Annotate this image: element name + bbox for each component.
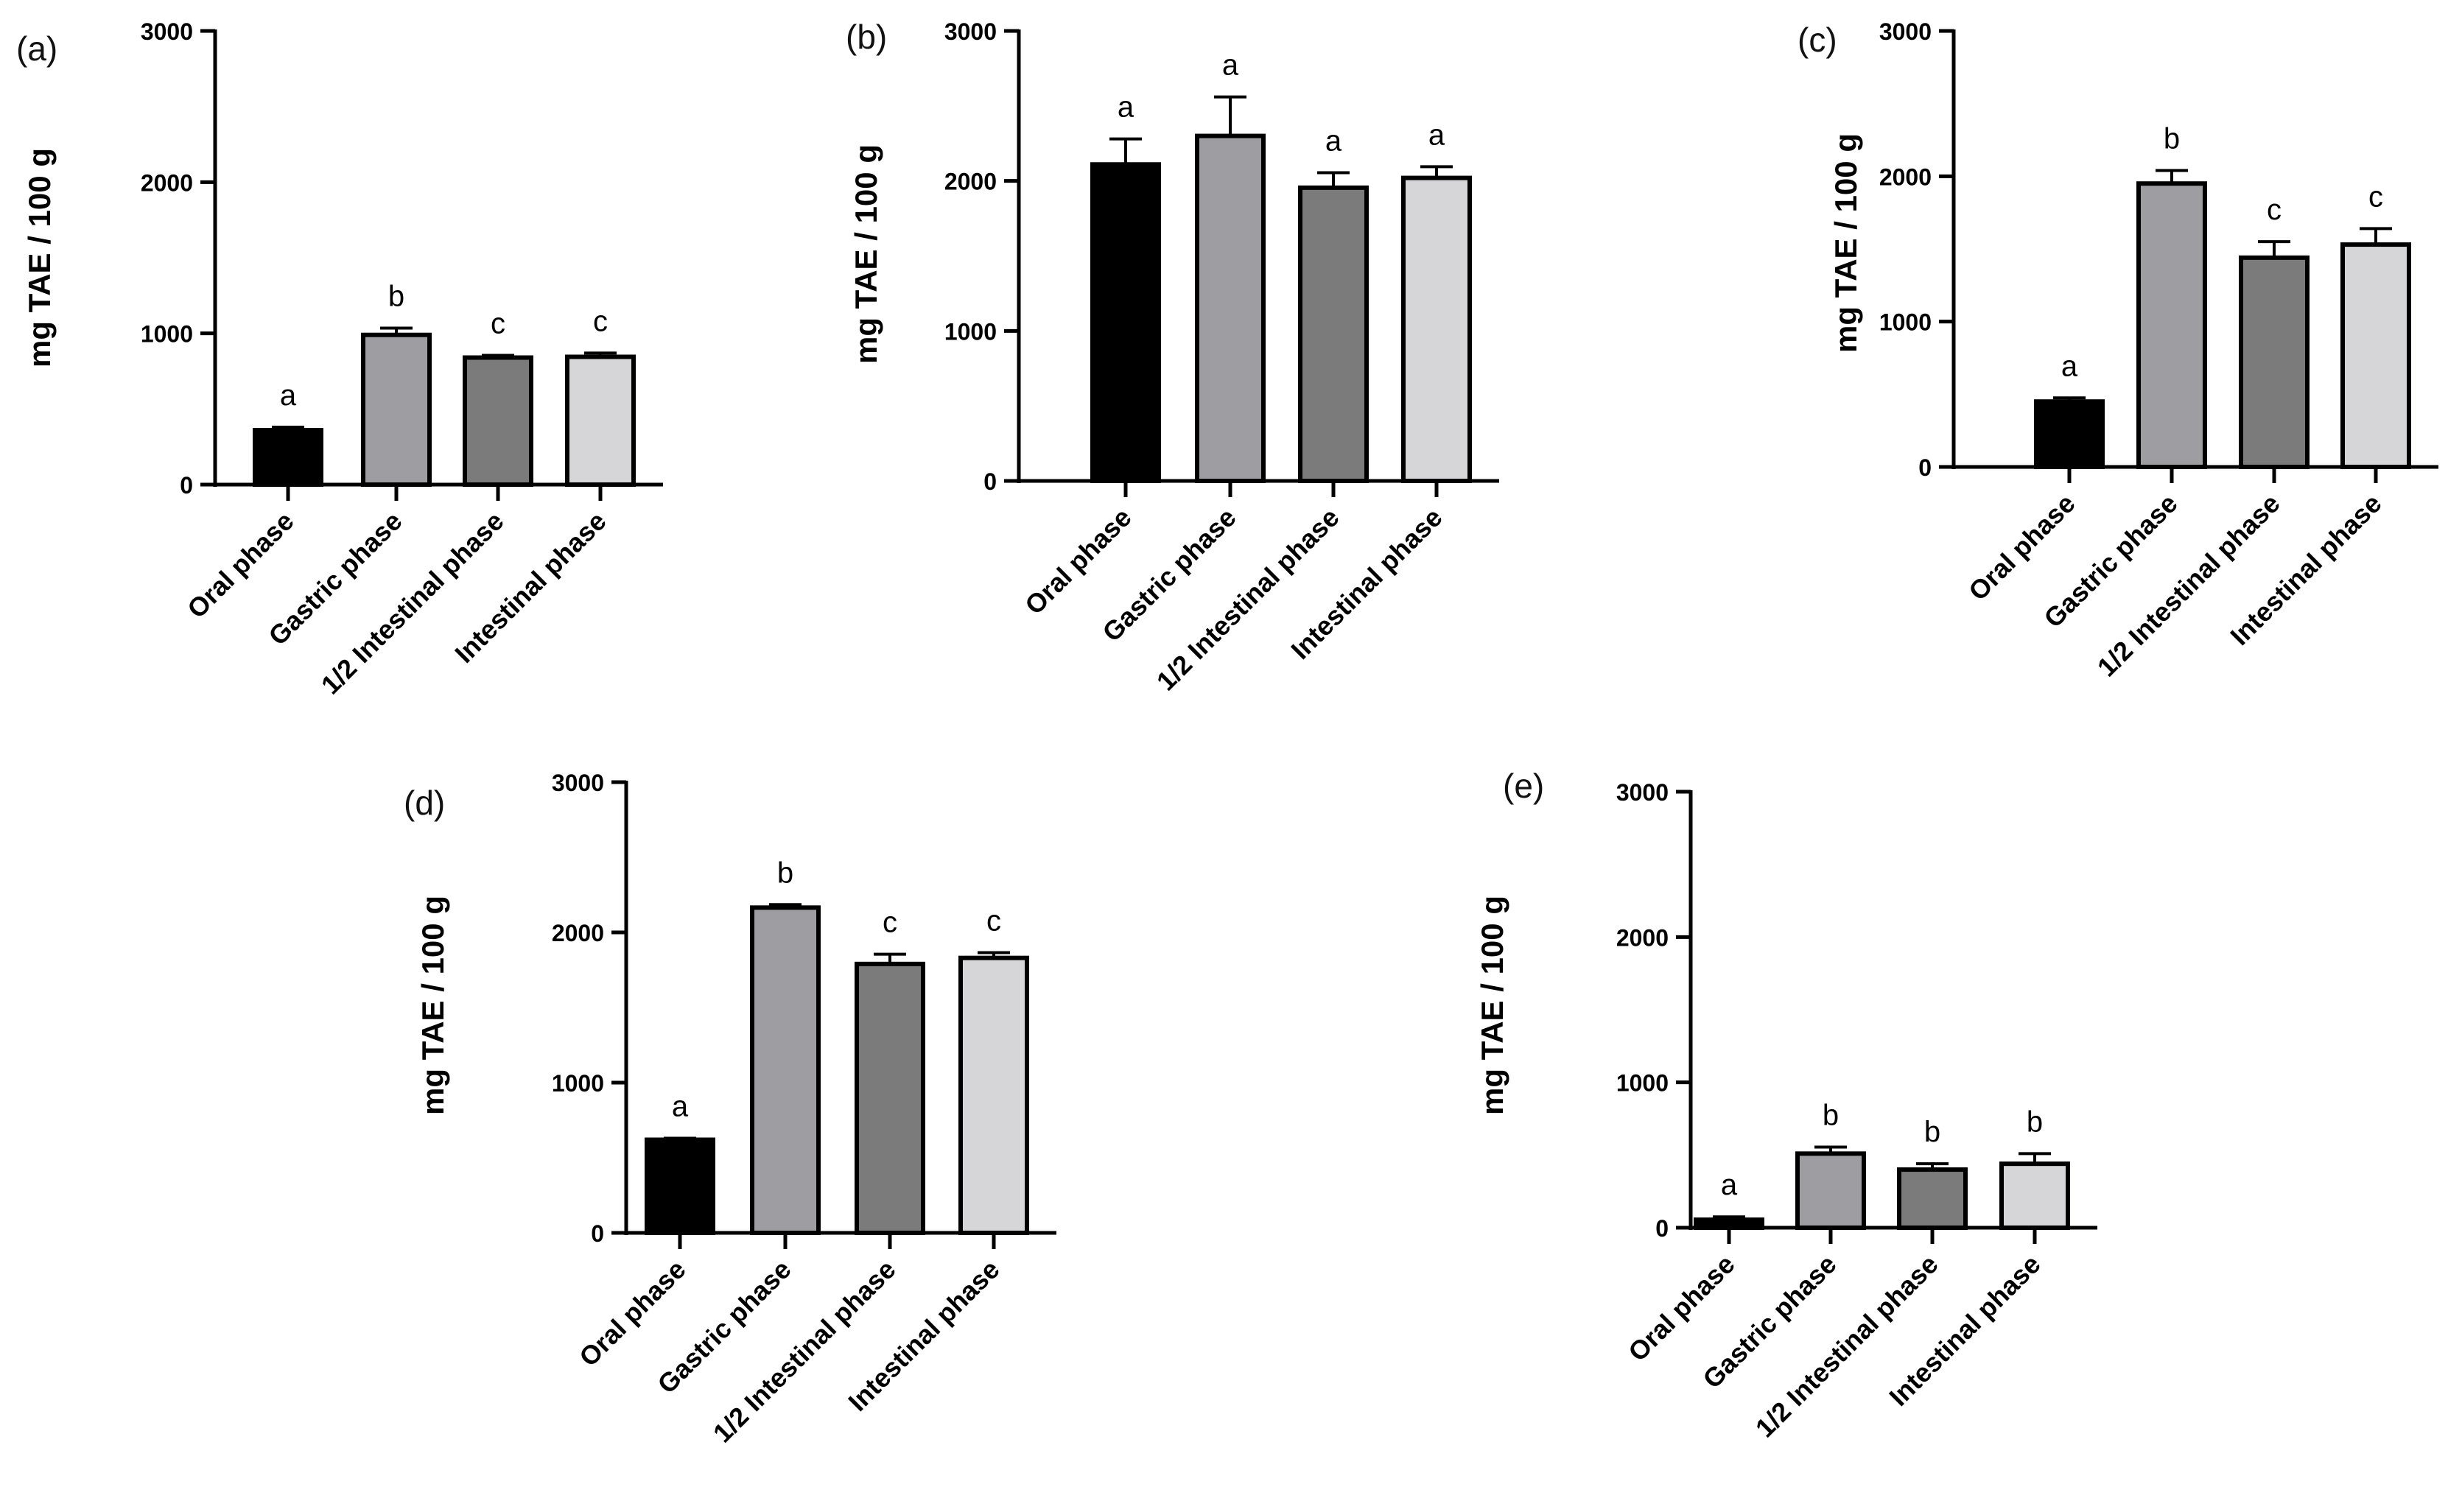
- panel-label: (d): [404, 784, 445, 822]
- x-tick-label-half-intestinal: 1/2 Intestinal phase: [315, 506, 510, 700]
- panel-label: (c): [1798, 21, 1837, 59]
- y-axis-label: mg TAE / 100 g: [1475, 896, 1509, 1115]
- y-tick-label: 2000: [1616, 924, 1669, 951]
- significance-letter-oral: a: [672, 1090, 689, 1122]
- significance-letter-gastric: b: [388, 280, 404, 312]
- y-tick-label: 1000: [1616, 1070, 1669, 1097]
- panel-label: (e): [1503, 767, 1544, 805]
- bar-intestinal: [2340, 242, 2411, 469]
- y-tick-label: 1000: [1879, 309, 1932, 336]
- bar-half-intestinal: [1298, 185, 1369, 483]
- significance-letter-half-intestinal: b: [1924, 1116, 1940, 1148]
- x-tick-label-half-intestinal: 1/2 Intestinal phase: [1750, 1249, 1944, 1444]
- bar-half-intestinal: [1897, 1167, 1968, 1230]
- y-tick-label: 3000: [1616, 779, 1669, 806]
- bar-half-intestinal: [463, 355, 533, 487]
- y-axis-label: mg TAE / 100 g: [22, 148, 57, 368]
- bar-gastric: [1795, 1151, 1866, 1230]
- y-axis-label: mg TAE / 100 g: [415, 896, 450, 1115]
- y-tick-label: 0: [180, 472, 193, 499]
- bar-intestinal: [958, 955, 1029, 1236]
- significance-letter-gastric: b: [2164, 122, 2180, 155]
- significance-letter-oral: a: [280, 379, 297, 412]
- panel-label: (a): [16, 29, 57, 68]
- significance-letter-intestinal: c: [593, 305, 608, 337]
- y-tick-label: 0: [1655, 1215, 1669, 1242]
- significance-letter-oral: a: [2061, 350, 2078, 382]
- bar-oral: [253, 428, 323, 488]
- y-tick-label: 2000: [552, 920, 604, 946]
- y-tick-label: 1000: [944, 318, 997, 345]
- y-tick-label: 2000: [141, 169, 193, 196]
- bar-oral: [1694, 1217, 1764, 1230]
- y-tick-label: 3000: [1879, 18, 1932, 45]
- bar-half-intestinal: [2239, 255, 2310, 469]
- y-tick-label: 3000: [141, 18, 193, 45]
- bar-gastric: [361, 332, 432, 487]
- significance-letter-oral: a: [1118, 91, 1134, 124]
- significance-letter-intestinal: c: [2368, 180, 2383, 213]
- bar-gastric: [2136, 181, 2207, 469]
- x-tick-label-oral: Oral phase: [573, 1254, 692, 1373]
- panel-label: (b): [846, 18, 887, 56]
- significance-letter-half-intestinal: c: [883, 907, 897, 939]
- y-axis-label: mg TAE / 100 g: [1828, 133, 1863, 353]
- bar-oral: [645, 1137, 715, 1236]
- significance-letter-oral: a: [1721, 1169, 1738, 1201]
- y-tick-label: 0: [591, 1220, 604, 1247]
- significance-letter-half-intestinal: a: [1325, 124, 1342, 157]
- chart-panel-a: (a) mg TAE / 100 g 0 1000 2000 3000 a Oral phas…: [16, 18, 663, 700]
- bar-oral: [2034, 399, 2105, 470]
- significance-letter-intestinal: b: [2027, 1105, 2043, 1138]
- significance-letter-gastric: b: [777, 857, 793, 889]
- y-tick-label: 0: [1918, 454, 1932, 481]
- x-tick-label-oral: Oral phase: [181, 506, 300, 625]
- bar-intestinal: [565, 354, 636, 488]
- x-tick-label-half-intestinal: 1/2 Intestinal phase: [707, 1254, 902, 1449]
- bar-half-intestinal: [855, 961, 925, 1235]
- significance-letter-intestinal: c: [986, 905, 1001, 938]
- significance-letter-gastric: a: [1222, 49, 1239, 82]
- significance-letter-half-intestinal: c: [491, 307, 505, 340]
- x-tick-label-half-intestinal: 1/2 Intestinal phase: [1151, 502, 1345, 697]
- bar-gastric: [1195, 133, 1266, 483]
- y-tick-label: 2000: [1879, 163, 1932, 190]
- y-tick-label: 1000: [141, 321, 193, 348]
- y-tick-label: 1000: [552, 1070, 604, 1097]
- y-axis-label: mg TAE / 100 g: [849, 144, 883, 364]
- bar-intestinal: [1401, 175, 1472, 484]
- x-tick-label-half-intestinal: 1/2 Intestinal phase: [2091, 488, 2286, 683]
- chart-panel-d: (d) mg TAE / 100 g 0 1000 2000 3000 a Oral phas…: [404, 770, 1056, 1449]
- y-tick-label: 2000: [944, 169, 997, 195]
- y-tick-label: 0: [983, 468, 997, 495]
- bar-gastric: [750, 905, 821, 1235]
- bar-intestinal: [1999, 1161, 2070, 1231]
- significance-letter-gastric: b: [1823, 1099, 1839, 1131]
- y-tick-label: 3000: [552, 770, 604, 796]
- bar-oral: [1090, 162, 1161, 483]
- y-tick-label: 3000: [944, 18, 997, 45]
- significance-letter-half-intestinal: c: [2267, 194, 2282, 226]
- significance-letter-intestinal: a: [1428, 119, 1445, 151]
